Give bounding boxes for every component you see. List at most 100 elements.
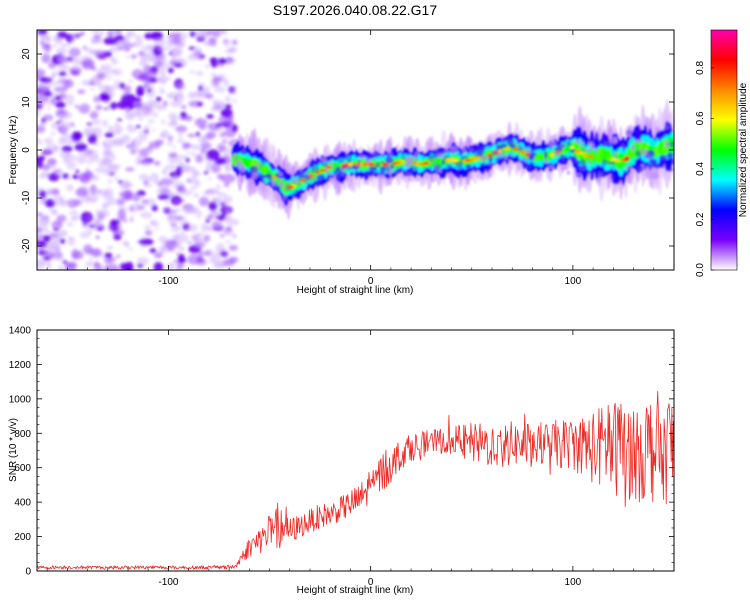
noise-blob <box>151 204 158 212</box>
noise-blob <box>101 119 109 127</box>
noise-blob <box>210 73 216 77</box>
noise-blob <box>55 101 66 109</box>
noise-blob <box>218 58 228 64</box>
noise-blob <box>154 227 160 231</box>
noise-blob <box>169 135 174 139</box>
ridge-halo-blob <box>668 141 674 147</box>
ridge-halo-blob <box>580 159 586 167</box>
noise-blob <box>166 92 173 99</box>
ridge-halo-blob <box>274 182 278 187</box>
ridge-hotspot <box>325 166 332 169</box>
ridge-hotspot <box>497 149 503 153</box>
noise-blob <box>91 226 97 231</box>
spectrogram-ylabel: Frequency (Hz) <box>8 116 19 185</box>
noise-blob <box>104 132 114 138</box>
ridge-hotspot <box>287 185 294 189</box>
colorbar-label: Normalized spectral amplitude <box>738 82 749 217</box>
ridge-halo-blob <box>313 180 322 186</box>
ridge-hotspot <box>487 153 492 158</box>
ridge-halo-blob <box>610 174 615 180</box>
noise-blob <box>215 215 219 220</box>
noise-blob <box>46 158 57 165</box>
noise-blob <box>111 165 119 173</box>
ridge-hotspot <box>469 157 478 161</box>
ridge-halo-blob <box>580 148 586 153</box>
ridge-halo-blob <box>596 177 602 182</box>
noise-blob <box>56 47 67 55</box>
noise-blob <box>167 67 174 74</box>
noise-blob <box>175 267 182 270</box>
noise-blob <box>109 56 117 62</box>
noise-blob <box>142 151 146 154</box>
noise-blob <box>138 117 143 122</box>
spectrogram-signal-ridge <box>231 99 674 220</box>
noise-blob <box>102 139 115 148</box>
noise-blob <box>153 37 166 47</box>
noise-blob <box>144 225 151 230</box>
ridge-halo-blob <box>268 176 273 184</box>
noise-blob <box>130 54 137 59</box>
spectrogram-xtick-label: -100 <box>158 276 178 287</box>
ridge-halo-blob <box>365 158 372 165</box>
noise-blob <box>176 30 180 33</box>
noise-blob <box>81 221 89 229</box>
noise-blob <box>123 85 132 94</box>
noise-blob <box>66 184 74 192</box>
noise-blob <box>178 132 183 138</box>
noise-blob <box>94 167 109 174</box>
noise-blob <box>172 234 180 240</box>
colorbar-gradient <box>710 29 738 271</box>
ridge-halo-blob <box>302 176 309 184</box>
noise-blob <box>175 252 180 255</box>
noise-blob <box>207 122 220 131</box>
noise-blob <box>46 231 54 236</box>
noise-blob <box>86 167 90 172</box>
noise-blob <box>65 94 75 105</box>
noise-blob <box>219 234 225 238</box>
ridge-hotspot <box>315 171 320 174</box>
noise-blob <box>93 261 100 267</box>
ridge-halo-blob <box>513 140 521 147</box>
ridge-halo-blob <box>587 172 592 178</box>
noise-blob <box>52 44 57 48</box>
ridge-halo-blob <box>405 161 411 168</box>
noise-blob <box>46 107 51 111</box>
noise-blob <box>89 257 93 262</box>
ridge-halo-blob <box>533 144 541 151</box>
noise-blob <box>161 119 166 125</box>
noise-blob <box>205 219 210 223</box>
ridge-hotspot <box>392 162 398 165</box>
ridge-hotspot <box>367 162 375 166</box>
ridge-halo-blob <box>666 167 674 172</box>
noise-blob <box>214 157 227 165</box>
noise-blob <box>67 44 70 47</box>
ridge-halo-blob <box>544 150 548 159</box>
noise-blob <box>37 125 45 134</box>
noise-blob <box>220 73 226 78</box>
noise-blob <box>159 73 168 83</box>
ridge-halo-blob <box>563 135 571 141</box>
noise-blob <box>40 215 49 225</box>
noise-blob <box>210 57 219 68</box>
noise-blob <box>52 147 58 153</box>
spectrogram-ytick-label: 0 <box>21 147 32 153</box>
noise-blob <box>125 108 131 113</box>
noise-blob <box>171 121 177 126</box>
noise-blob <box>50 132 56 136</box>
ridge-halo-blob <box>635 138 643 144</box>
noise-blob <box>50 98 57 106</box>
noise-blob <box>193 193 200 198</box>
ridge-halo-blob <box>461 147 467 154</box>
noise-blob <box>229 89 237 94</box>
noise-blob <box>93 95 102 103</box>
noise-blob <box>147 119 155 124</box>
noise-blob <box>193 171 201 176</box>
noise-blob <box>198 135 207 144</box>
ridge-halo-blob <box>655 126 661 132</box>
ridge-hotspot <box>308 174 314 178</box>
noise-blob <box>116 118 123 122</box>
ridge-halo-blob <box>337 171 347 178</box>
noise-blob <box>81 195 92 204</box>
noise-blob <box>40 149 54 156</box>
noise-blob <box>127 123 133 129</box>
